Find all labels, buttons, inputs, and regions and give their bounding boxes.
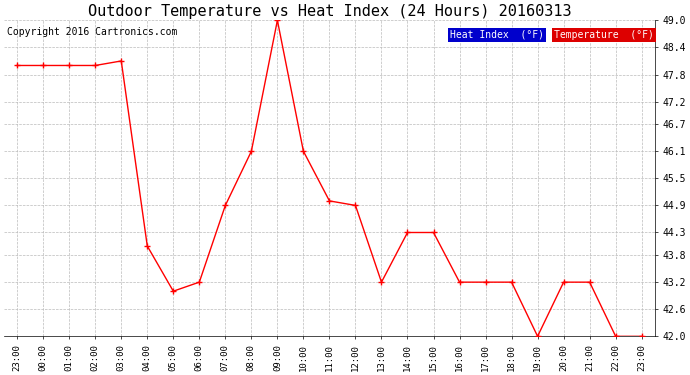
Title: Outdoor Temperature vs Heat Index (24 Hours) 20160313: Outdoor Temperature vs Heat Index (24 Ho… xyxy=(88,4,571,19)
Text: Copyright 2016 Cartronics.com: Copyright 2016 Cartronics.com xyxy=(8,27,178,37)
Text: Temperature  (°F): Temperature (°F) xyxy=(554,30,653,40)
Text: Heat Index  (°F): Heat Index (°F) xyxy=(450,30,544,40)
